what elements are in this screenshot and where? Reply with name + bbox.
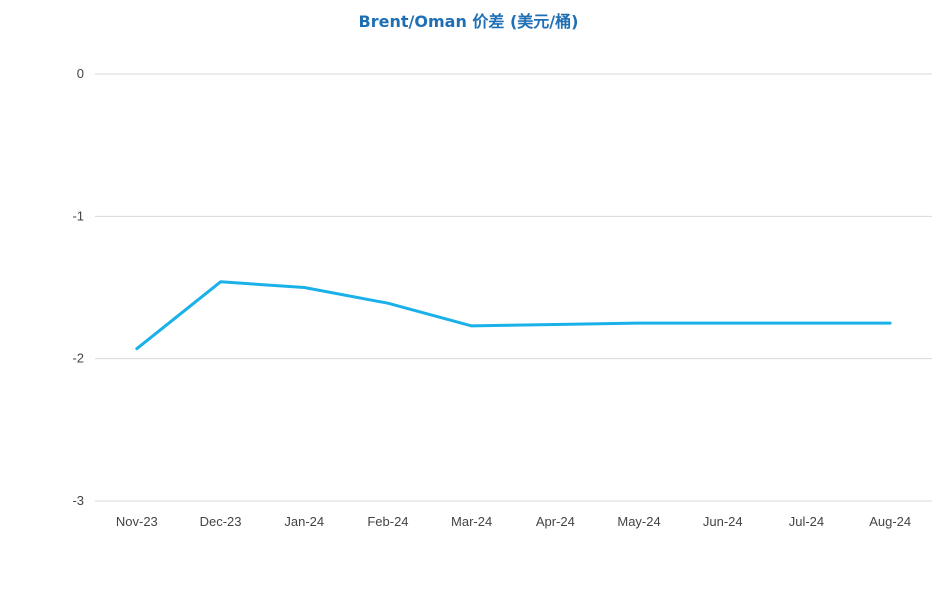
x-tick-label: May-24 (617, 514, 660, 529)
y-tick-label: -2 (72, 351, 84, 366)
gridlines (95, 73, 932, 502)
x-tick-label: Apr-24 (536, 514, 575, 529)
series-line (135, 280, 892, 351)
y-tick-label: -3 (72, 493, 84, 508)
x-tick-label: Aug-24 (869, 514, 911, 529)
y-tick-label: -1 (72, 208, 84, 223)
x-tick-label: Jul-24 (789, 514, 824, 529)
series-layer (135, 280, 892, 351)
chart-title: Brent/Oman 价差 (美元/桶) (358, 12, 579, 31)
x-axis-tick-labels: Nov-23 Dec-23 Jan-24 Feb-24 Mar-24 Apr-24 May-… (116, 514, 911, 529)
x-tick-label: Jan-24 (284, 514, 324, 529)
y-tick-label: 0 (77, 66, 84, 81)
x-tick-label: Dec-23 (200, 514, 242, 529)
y-axis-tick-labels: 0 -1 -2 -3 (72, 66, 84, 508)
x-tick-label: Mar-24 (451, 514, 492, 529)
x-tick-label: Nov-23 (116, 514, 158, 529)
x-tick-label: Jun-24 (703, 514, 743, 529)
x-tick-label: Feb-24 (367, 514, 408, 529)
